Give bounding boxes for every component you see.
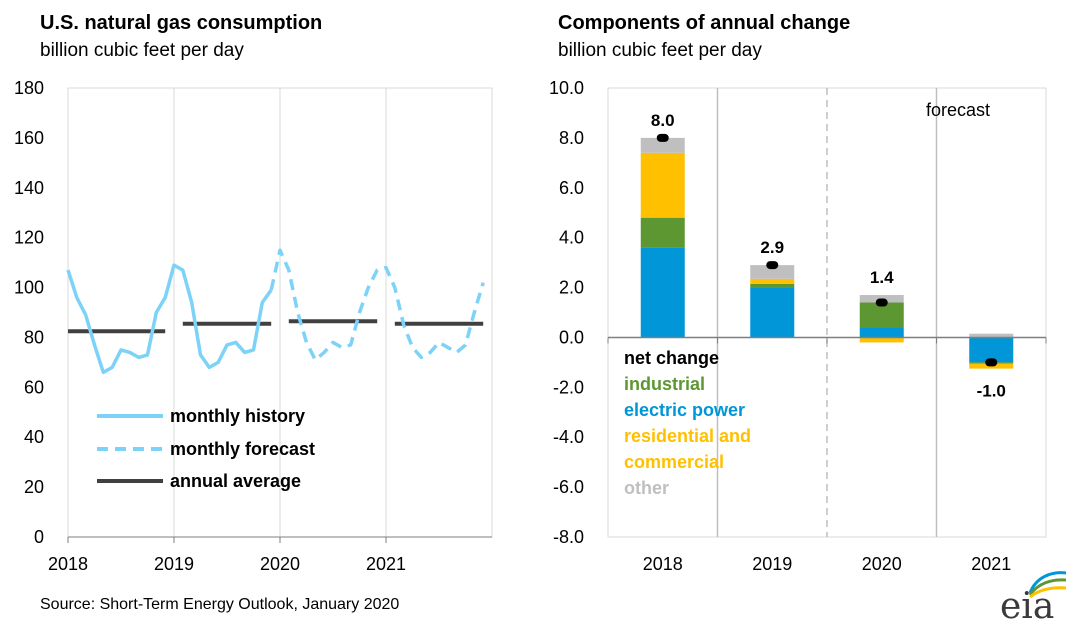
- left-x-tick-label: 2018: [48, 554, 88, 574]
- right-y-tick-label: 6.0: [559, 178, 584, 198]
- net-change-marker: [766, 261, 779, 270]
- left-y-tick-label: 80: [24, 327, 44, 347]
- bar-segment-industrial: [750, 283, 795, 288]
- eia-logo-text: eia: [1000, 586, 1055, 627]
- left-y-tick-label: 20: [24, 477, 44, 497]
- right-y-tick-label: -4.0: [553, 427, 584, 447]
- bar-segment-electric-power: [750, 287, 795, 338]
- right-y-tick-label: -6.0: [553, 477, 584, 497]
- net-change-marker: [875, 298, 888, 307]
- forecast-annotation: forecast: [926, 100, 990, 120]
- right-legend-label: commercial: [624, 452, 724, 472]
- left-y-tick-label: 120: [14, 228, 44, 248]
- right-y-tick-label: 2.0: [559, 278, 584, 298]
- right-x-tick-label: 2019: [752, 554, 792, 574]
- left-legend-label: monthly forecast: [170, 439, 315, 459]
- net-change-label: 2.9: [760, 238, 784, 257]
- bar-segment-other: [640, 137, 685, 153]
- right-x-tick-label: 2020: [862, 554, 902, 574]
- right-y-tick-label: -2.0: [553, 377, 584, 397]
- left-y-tick-label: 60: [24, 377, 44, 397]
- left-chart-subtitle: billion cubic feet per day: [40, 40, 244, 61]
- bar-segment-electric-power: [640, 247, 685, 338]
- bar-segment-other: [969, 333, 1014, 338]
- right-y-tick-label: 8.0: [559, 128, 584, 148]
- bar-segment-industrial: [640, 217, 685, 248]
- right-y-tick-label: 4.0: [559, 228, 584, 248]
- right-legend-label: net change: [624, 348, 719, 368]
- right-chart-title: Components of annual change: [558, 12, 851, 34]
- bar-segment-electric-power: [969, 337, 1014, 363]
- left-x-tick-label: 2020: [260, 554, 300, 574]
- right-legend-label: electric power: [624, 400, 745, 420]
- bar-segment-industrial: [859, 302, 904, 328]
- right-y-tick-label: -8.0: [553, 527, 584, 547]
- net-change-label: 8.0: [651, 111, 675, 130]
- right-y-tick-label: 0.0: [559, 327, 584, 347]
- left-y-tick-label: 0: [34, 527, 44, 547]
- net-change-label: -1.0: [977, 382, 1006, 401]
- bar-segment-electric-power: [859, 327, 904, 338]
- left-y-tick-label: 160: [14, 128, 44, 148]
- left-y-tick-label: 180: [14, 78, 44, 98]
- right-legend-label: other: [624, 478, 669, 498]
- net-change-label: 1.4: [870, 268, 894, 287]
- net-change-marker: [985, 358, 998, 367]
- bar-segment-other: [750, 265, 795, 279]
- monthly-forecast-line: [269, 248, 485, 362]
- right-legend-label: residential and: [624, 426, 751, 446]
- net-change-marker: [656, 133, 669, 142]
- right-legend-label: industrial: [624, 374, 705, 394]
- left-x-tick-label: 2021: [366, 554, 406, 574]
- right-x-tick-label: 2021: [971, 554, 1011, 574]
- left-y-tick-label: 100: [14, 278, 44, 298]
- right-y-tick-label: 10.0: [549, 78, 584, 98]
- left-legend-label: monthly history: [170, 406, 305, 426]
- bar-segment-residential-and-commercial: [859, 337, 904, 343]
- left-x-tick-label: 2019: [154, 554, 194, 574]
- left-y-tick-label: 40: [24, 427, 44, 447]
- right-chart-subtitle: billion cubic feet per day: [558, 40, 762, 61]
- right-x-tick-label: 2018: [643, 554, 683, 574]
- source-note: Source: Short-Term Energy Outlook, Janua…: [40, 596, 400, 613]
- bar-segment-residential-and-commercial: [750, 278, 795, 284]
- left-legend-label: annual average: [170, 471, 301, 491]
- monthly-history-line: [66, 263, 273, 375]
- eia-logo-icon: [1028, 571, 1067, 599]
- bar-segment-residential-and-commercial: [640, 152, 685, 218]
- left-chart-title: U.S. natural gas consumption: [40, 12, 323, 34]
- left-y-tick-label: 140: [14, 178, 44, 198]
